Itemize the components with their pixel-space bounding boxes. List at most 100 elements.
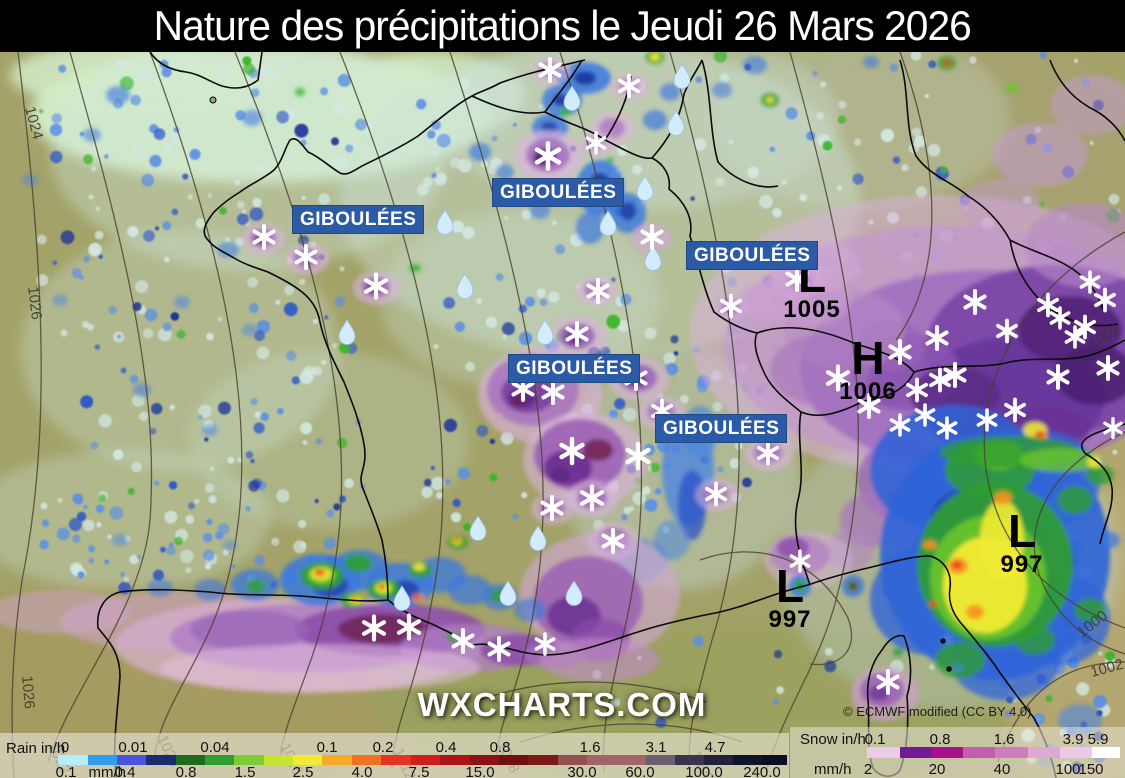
snowflake-icon [914,403,936,427]
raindrop-icon [565,580,583,606]
rain-color-bar [58,755,787,765]
legend-bar-segment [322,755,352,765]
snowflake-icon [963,289,987,315]
snowflake-icon [825,364,851,392]
attribution-text: © ECMWF modified (CC BY 4.0) [843,704,1032,719]
legend-tick-mm: 4.0 [351,764,373,778]
snowflake-icon [1079,270,1101,294]
isobar-label: 1026 [24,285,45,320]
snowflake-icon [889,413,911,437]
snowflake-icon [976,408,998,432]
snow-legend: Snow in/h mm/h 0.1 0.8 1.6 3.9 5.9 2 20 40 100 15… [790,727,1125,778]
pressure-value: 997 [1000,550,1044,578]
snowflake-icon [534,141,562,171]
snowflake-icon [538,57,562,83]
snowflake-icon [451,628,475,654]
legend-tick-in: 0.01 [118,739,148,756]
raindrop-icon [499,580,517,606]
snowflake-icon [1103,416,1123,440]
legend-tick-mm: 150 [1078,761,1104,778]
snowflake-icon [720,293,742,319]
legend-tick-in: 0.2 [372,739,394,756]
snowflake-icon [559,436,585,466]
legend-bar-segment [867,747,900,758]
legend-bar-segment [932,747,963,758]
pressure-centre-label: L 1005 [783,253,841,323]
pressure-centre-label: L 997 [1000,505,1044,578]
pressure-centre-label: L 997 [768,563,811,632]
snow-legend-unit: mm/h [814,761,852,778]
raindrop-icon [644,245,662,271]
snowflake-icon [361,614,387,642]
snowflake-icon [943,362,967,388]
legend-tick-in: 4.7 [704,739,726,756]
legend-tick-mm: 30.0 [567,764,597,778]
snowflake-icon [1046,364,1070,390]
snowflake-icon [294,244,318,270]
legend-tick-mm: 0.8 [175,764,197,778]
snowflake-icon [857,393,881,419]
raindrop-icon [529,525,547,551]
legend-tick-in: 1.6 [993,731,1015,748]
snowflake-icon [996,318,1018,344]
legend-bar-segment [411,755,440,765]
snowflake-icon [396,613,422,641]
legend-tick-in: 0 [60,739,70,756]
raindrop-icon [338,319,356,345]
legend-bar-segment [234,755,264,765]
snowflake-icon [1004,397,1026,423]
legend-bar-segment [146,755,176,765]
giboulees-label: GIBOULÉES [686,241,819,270]
legend-tick-mm: 2.5 [292,764,314,778]
raindrop-icon [536,319,554,345]
legend-bar-segment [499,755,528,765]
legend-bar-segment [528,755,558,765]
legend-bar-segment [1060,747,1092,758]
pressure-value: 1006 [839,377,897,405]
raindrop-icon [636,175,654,201]
snowflake-icon [789,549,811,573]
legend-bar-segment [88,755,117,765]
legend-tick-mm: 20 [928,761,946,778]
snowflake-icon [785,266,809,292]
legend-bar-segment [900,747,932,758]
isobar-lines [11,51,1125,778]
pressure-letter: L [1007,505,1037,557]
legend-bar-segment [352,755,381,765]
snowflake-icon [906,377,928,403]
snowflake-symbols [252,57,1123,695]
legend-tick-mm: 240.0 [743,764,781,778]
pressure-value: 1005 [783,295,841,323]
legend-tick-in: 3.1 [645,739,667,756]
legend-tick-mm: 40 [993,761,1011,778]
snowflake-icon [925,325,949,351]
legend-bar-segment [587,755,617,765]
legend-tick-in: 3.9 [1062,731,1084,748]
giboulees-label: GIBOULÉES [508,354,641,383]
snowflake-icon [534,632,556,656]
snowflake-icon [1096,355,1120,381]
snowflake-icon [618,73,640,99]
raindrop-icon [456,273,474,299]
legend-bar-segment [58,755,88,765]
snowflake-icon [1094,287,1116,313]
snowflake-icon [586,278,610,304]
legend-bar-segment [558,755,587,765]
legend-tick-in: 0.4 [435,739,457,756]
legend-bar-segment [470,755,499,765]
snowflake-icon [640,224,664,250]
snowflake-icon [579,484,605,512]
legend-tick-mm: 7.5 [408,764,430,778]
snowflake-icon [585,131,607,155]
page-title: Nature des précipitations le Jeudi 26 Ma… [153,2,972,49]
legend-bar-segment [176,755,205,765]
giboulees-label: GIBOULÉES [292,205,425,234]
raindrop-icon [563,85,581,111]
legend-tick-mm: 60.0 [625,764,655,778]
legend-bar-segment [205,755,234,765]
raindrop-icon [673,63,691,89]
legend-bar-segment [704,755,733,765]
raindrop-icon [436,209,454,235]
legend-bar-segment [264,755,293,765]
